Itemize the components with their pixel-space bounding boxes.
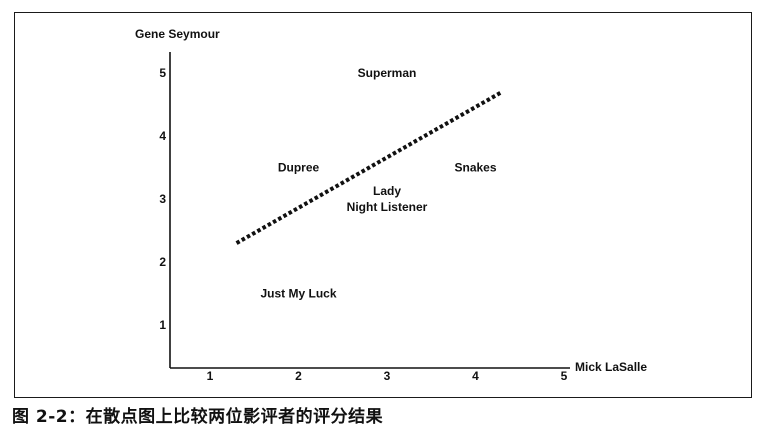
point-label: Lady: [373, 184, 401, 198]
y-tick-label: 4: [159, 129, 166, 143]
figure-frame: [14, 12, 752, 398]
trend-line: [235, 90, 504, 245]
y-axis-label: Gene Seymour: [135, 27, 220, 41]
y-tick-label: 3: [159, 192, 166, 206]
x-tick-label: 4: [472, 369, 479, 383]
x-tick-label: 2: [295, 369, 302, 383]
figure-caption: 图 2-2：在散点图上比较两位影评者的评分结果: [12, 407, 384, 427]
x-tick-label: 5: [561, 369, 568, 383]
y-tick-label: 1: [159, 318, 166, 332]
point-label: Superman: [358, 66, 417, 80]
x-tick-label: 1: [207, 369, 214, 383]
point-label: Night Listener: [347, 200, 428, 214]
point-label: Snakes: [454, 161, 496, 175]
point-label: Dupree: [278, 161, 320, 175]
y-tick-label: 2: [159, 255, 166, 269]
x-tick-label: 3: [384, 369, 391, 383]
y-tick-label: 5: [159, 66, 166, 80]
x-axis-label: Mick LaSalle: [575, 360, 647, 374]
point-label: Just My Luck: [260, 287, 336, 301]
